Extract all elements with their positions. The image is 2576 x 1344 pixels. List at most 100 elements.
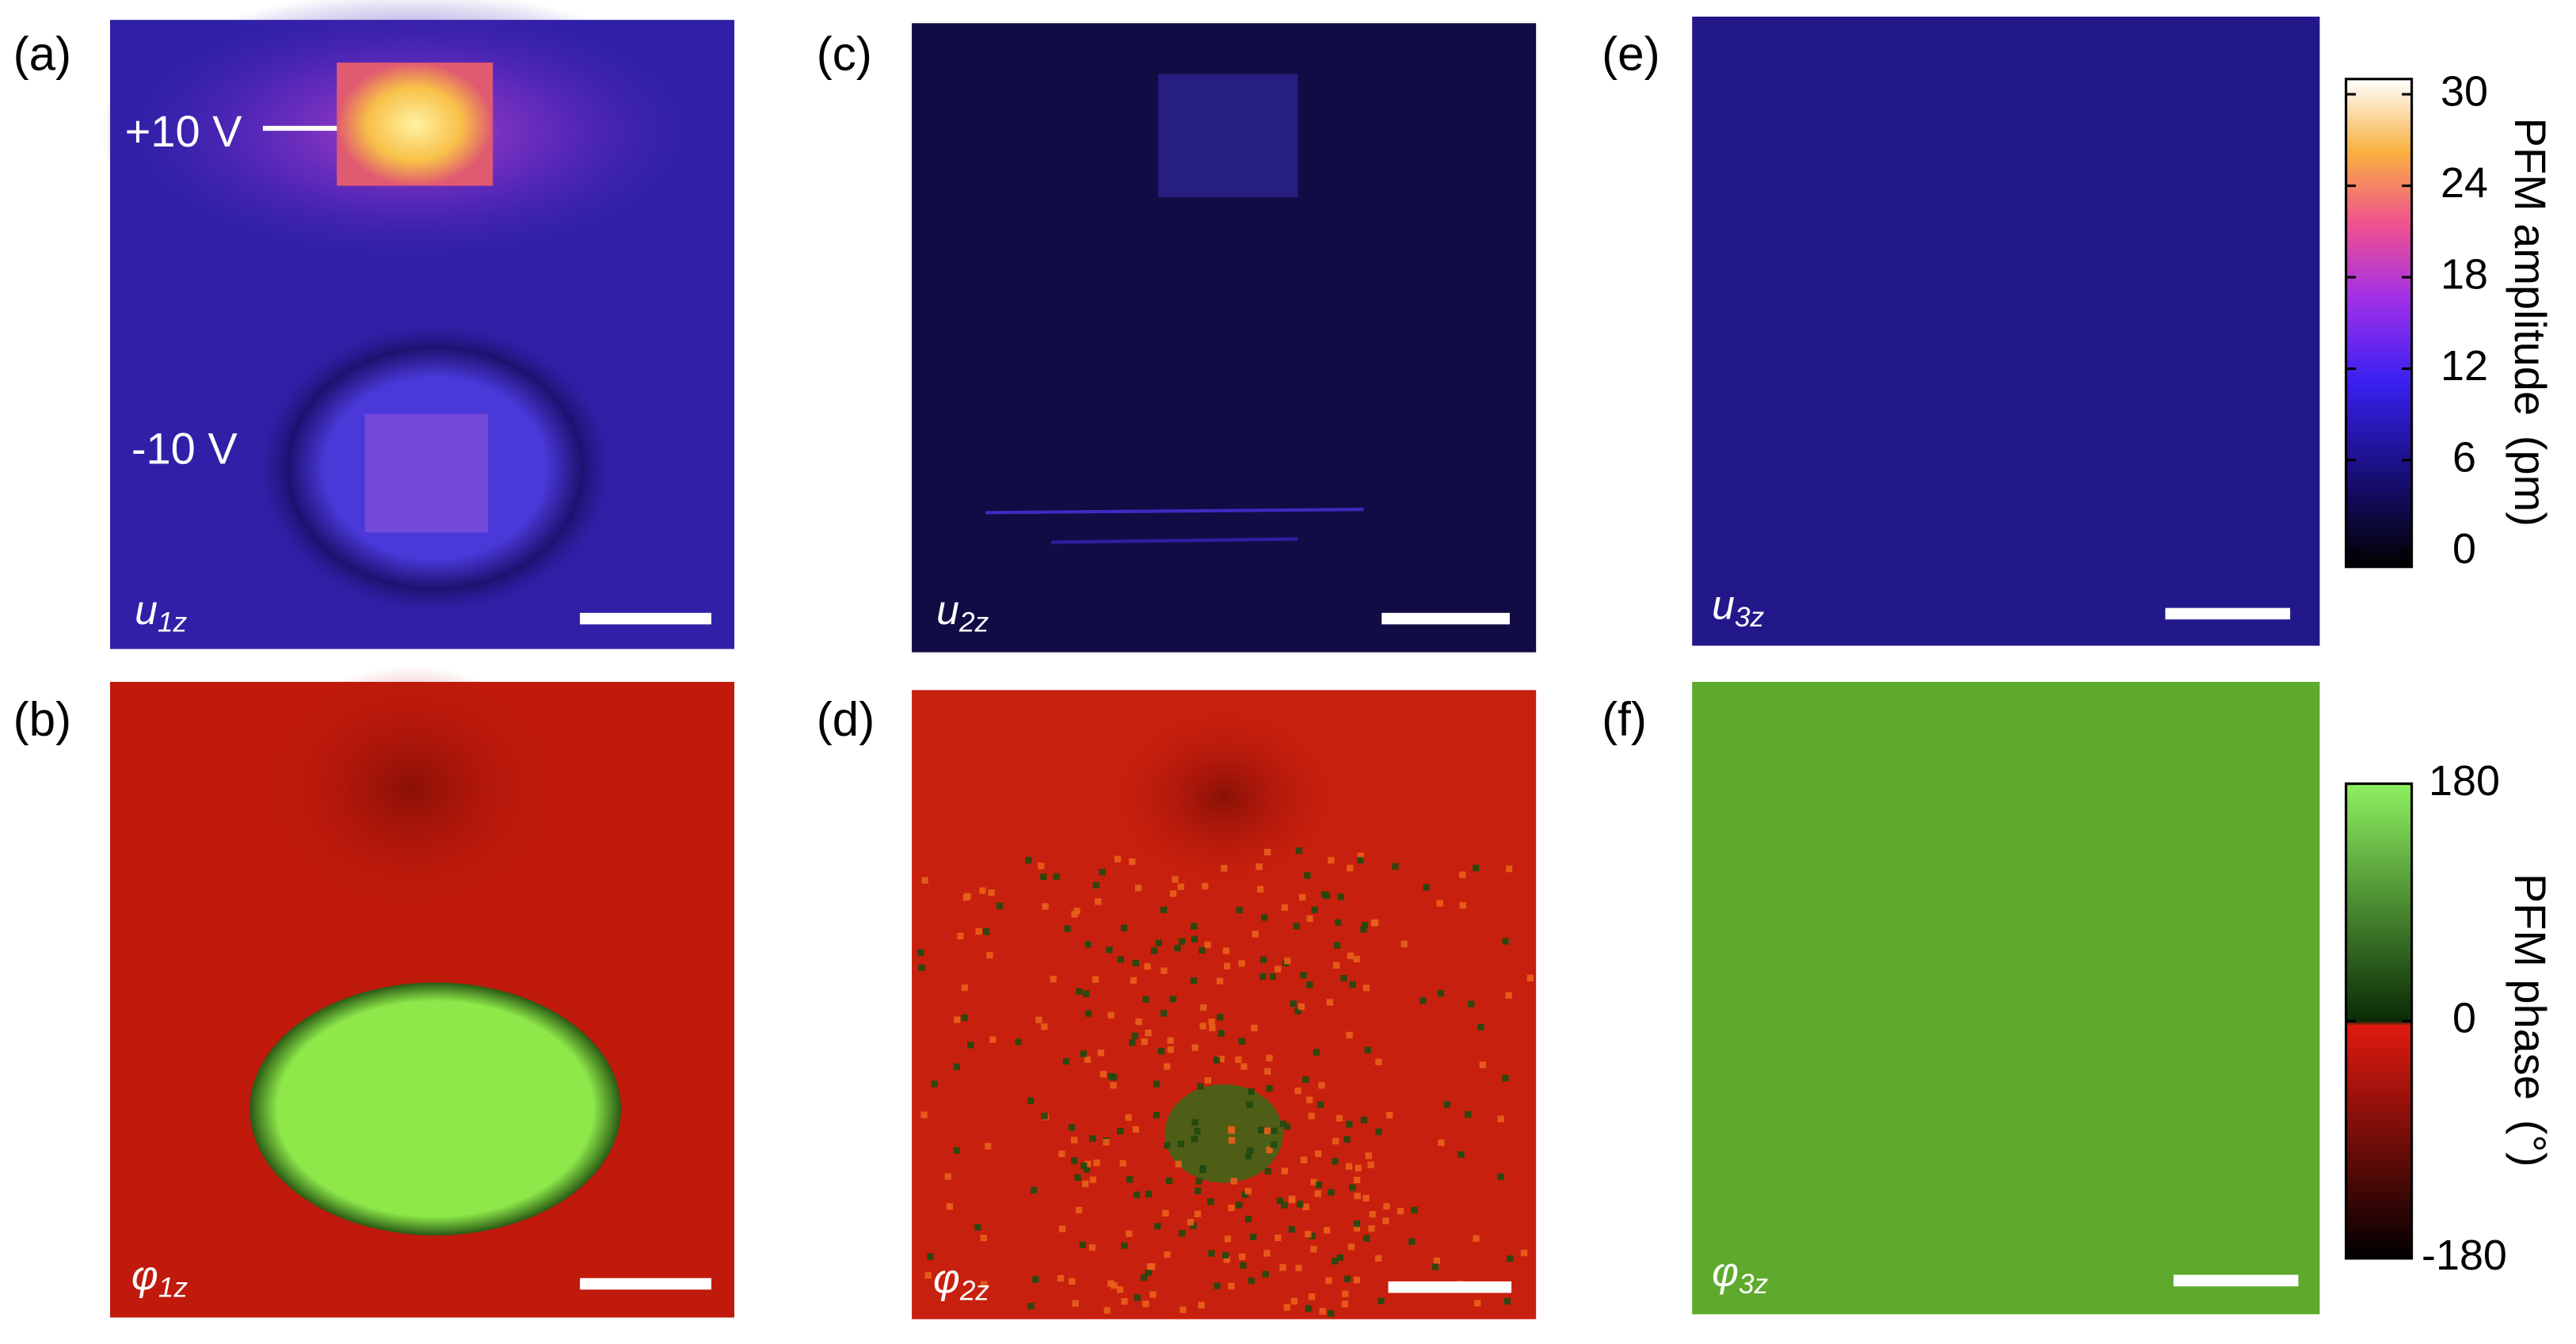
speckle	[1238, 960, 1245, 967]
speckle	[1281, 1167, 1288, 1175]
speckle	[1365, 1152, 1372, 1159]
speckle	[1479, 1061, 1486, 1068]
speckle	[1283, 1304, 1290, 1311]
speckle	[1111, 1282, 1118, 1289]
speckle	[1362, 984, 1370, 992]
speckle	[1114, 855, 1122, 862]
speckle	[1279, 1120, 1287, 1128]
panel-label: (d)	[817, 693, 875, 746]
speckle	[1305, 1304, 1313, 1312]
streak	[1051, 537, 1298, 544]
speckle	[1214, 1282, 1221, 1289]
speckle	[1027, 1097, 1035, 1104]
speckle	[1092, 881, 1099, 889]
speckle	[1103, 1138, 1110, 1146]
tick-label: 0	[2452, 525, 2476, 573]
speckle	[1062, 1057, 1070, 1065]
speckle	[1134, 1191, 1141, 1198]
symbol: φ	[933, 1255, 960, 1301]
speckle	[1191, 1119, 1198, 1126]
speckle	[1164, 1251, 1171, 1258]
speckle	[1328, 857, 1335, 864]
speckle	[1204, 941, 1211, 949]
speckle	[1260, 914, 1268, 921]
speckle	[1080, 1050, 1087, 1057]
speckle	[1080, 1162, 1088, 1170]
speckle	[1288, 1226, 1295, 1233]
colorbar	[2345, 78, 2414, 569]
title: PFM phase	[2506, 874, 2555, 1100]
speckle	[1165, 1177, 1173, 1184]
speckle	[918, 964, 925, 972]
speckle	[1288, 1197, 1295, 1204]
panel-d	[912, 690, 1537, 1319]
speckle	[1228, 1126, 1235, 1133]
speckle	[1353, 1224, 1361, 1232]
speckle	[1264, 1068, 1271, 1075]
speckle	[1238, 1038, 1245, 1045]
speckle	[1367, 1161, 1374, 1169]
speckle	[1106, 946, 1113, 954]
speckle	[1144, 963, 1151, 970]
speckle	[1084, 941, 1092, 948]
speckle	[1341, 1300, 1348, 1308]
speckle	[1175, 1160, 1182, 1168]
speckle	[1221, 865, 1228, 872]
speckle	[1167, 1046, 1174, 1053]
speckle	[1228, 1282, 1235, 1290]
speckle	[1342, 1290, 1349, 1297]
speckle	[1218, 1056, 1225, 1063]
speckle	[1084, 1056, 1091, 1064]
speckle	[1382, 1217, 1389, 1224]
speckle	[1069, 1277, 1076, 1285]
scale-bar	[2173, 1274, 2299, 1287]
speckle	[1230, 1178, 1237, 1185]
speckle	[1306, 915, 1313, 923]
panel-c	[912, 23, 1537, 653]
speckle	[1187, 1219, 1195, 1226]
speckle	[1218, 1030, 1225, 1037]
speckle	[1343, 1136, 1351, 1143]
speckle	[1032, 1276, 1039, 1283]
speckle	[1332, 1158, 1339, 1165]
tick-label: 18	[2441, 250, 2488, 298]
symbol: φ	[1712, 1248, 1739, 1294]
speckle	[1053, 873, 1061, 880]
speckle	[974, 1224, 981, 1231]
speckle	[985, 1143, 992, 1150]
speckle	[1465, 1110, 1472, 1118]
speckle	[1266, 1085, 1273, 1092]
streak	[985, 508, 1364, 515]
annotation: -10 V	[131, 423, 238, 473]
spot	[262, 665, 559, 912]
speckle	[1337, 893, 1344, 900]
speckle	[1121, 924, 1128, 931]
speckle	[1190, 1222, 1197, 1229]
speckle	[1370, 919, 1378, 927]
speckle	[1204, 1077, 1212, 1084]
speckle	[1197, 1083, 1204, 1090]
speckle	[1332, 1137, 1339, 1145]
speckle	[1473, 1235, 1480, 1242]
speckle	[1325, 1277, 1332, 1285]
speckle	[1378, 1297, 1385, 1304]
speckle	[1110, 1082, 1117, 1089]
speckle	[1360, 1117, 1368, 1124]
panel-label: (b)	[13, 693, 71, 746]
speckle	[1129, 1039, 1136, 1046]
colorbar	[2345, 782, 2414, 1260]
speckle	[1259, 973, 1267, 980]
speckle	[1117, 956, 1125, 963]
tick-label: 24	[2441, 159, 2488, 207]
speckle	[1244, 1187, 1252, 1195]
speckle	[1467, 1000, 1475, 1007]
speckle	[1302, 1076, 1309, 1083]
speckle	[1300, 1156, 1308, 1163]
speckle	[924, 1272, 932, 1279]
speckle	[1121, 1298, 1128, 1305]
speckle	[1248, 1277, 1255, 1285]
speckle	[1213, 1057, 1221, 1064]
speckle	[1270, 1141, 1278, 1148]
speckle	[1335, 919, 1342, 926]
speckle	[1050, 976, 1057, 983]
